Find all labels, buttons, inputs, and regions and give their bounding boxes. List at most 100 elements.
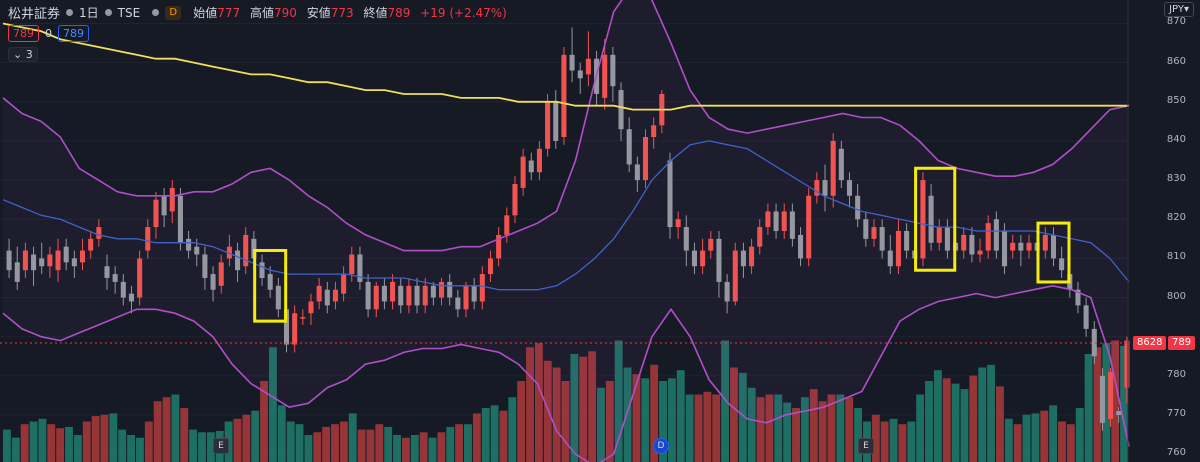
volume-bar — [1049, 405, 1058, 462]
candle-body — [145, 227, 151, 251]
volume-bar — [189, 429, 198, 462]
candle-body — [251, 238, 257, 259]
volume-bar — [508, 397, 517, 462]
volume-bar — [393, 435, 401, 462]
volume-bar — [1075, 408, 1084, 462]
earnings-marker[interactable]: E — [858, 438, 874, 454]
candle-body — [977, 250, 983, 255]
candle-body — [365, 281, 371, 310]
currency-selector[interactable]: JPY▾ — [1164, 2, 1194, 17]
candle-body — [724, 281, 730, 302]
candle-body — [283, 309, 290, 345]
buy-button[interactable]: 789 — [58, 25, 89, 42]
candle-body — [177, 195, 183, 243]
volume-bar — [490, 405, 499, 462]
price-axis-label: 780 — [1166, 368, 1186, 380]
sell-button[interactable]: 789 — [8, 25, 39, 42]
volume-bar — [357, 429, 366, 462]
dividend-marker[interactable]: D — [653, 438, 669, 454]
candle-body — [528, 160, 534, 173]
candlesticks — [6, 27, 1130, 431]
candle-body — [863, 219, 869, 239]
volume-bar — [171, 394, 180, 462]
volume-bar — [933, 370, 942, 462]
candle-body — [553, 101, 559, 141]
volume-bar — [410, 435, 419, 462]
earnings-marker[interactable]: E — [213, 438, 229, 454]
volume-bar — [712, 394, 721, 462]
candle-body — [626, 129, 632, 165]
price-axis-label: 840 — [1166, 133, 1186, 145]
candle-body — [22, 250, 28, 271]
volume-bar — [1102, 343, 1111, 462]
candle-body — [381, 285, 387, 302]
candle-body — [137, 258, 143, 298]
candle-body — [349, 254, 355, 275]
candle-body — [961, 234, 967, 251]
candle-body — [985, 223, 991, 251]
candle-body — [920, 180, 926, 259]
volume-bar — [774, 394, 783, 462]
candle-body — [210, 274, 216, 290]
bollinger-upper-line — [2, 0, 1130, 252]
candle-body — [243, 234, 249, 267]
volume-bar — [91, 416, 100, 462]
volume-bar — [472, 413, 481, 462]
volume-bar — [260, 381, 268, 462]
candle-body — [104, 266, 110, 278]
candle-body — [944, 227, 950, 251]
candle-body — [1059, 258, 1065, 271]
indicators-toggle[interactable]: ⌄ 3 — [8, 47, 38, 62]
volume-bar — [676, 370, 685, 462]
candle-body — [928, 195, 934, 243]
candle-body — [675, 219, 681, 228]
moving-average-25 — [2, 140, 1130, 291]
exchange-label: TSE — [117, 5, 141, 20]
volume-bar — [978, 367, 987, 462]
candle-body — [610, 54, 616, 87]
candle-body — [545, 101, 551, 149]
high-label: 高値 — [249, 6, 274, 20]
volume-bar — [730, 367, 738, 462]
interval-label[interactable]: 1日 — [79, 6, 99, 20]
candle-body — [773, 211, 779, 231]
candle-body — [161, 195, 167, 216]
volume-bar — [428, 437, 437, 462]
volume-bar — [65, 426, 73, 462]
volume-bar — [419, 432, 428, 462]
separator-dot — [66, 9, 74, 16]
candle-body — [259, 262, 265, 278]
candle-body — [789, 211, 795, 239]
candle-body — [1116, 411, 1122, 416]
volume-bar — [800, 397, 809, 462]
candle-body — [430, 285, 436, 298]
volume-bar — [268, 347, 277, 462]
candle-body — [1042, 234, 1048, 251]
open-value: 777 — [217, 6, 241, 20]
candle-body — [186, 238, 192, 251]
candle-body — [855, 195, 861, 220]
volume-bar — [109, 413, 118, 462]
candle-body — [757, 227, 763, 247]
candle-body — [463, 285, 469, 310]
volume-bar — [898, 424, 907, 462]
candle-body — [1018, 242, 1024, 251]
candle-body — [55, 250, 61, 271]
symbol-name[interactable]: 松井証券 — [8, 7, 61, 22]
candle-body — [732, 250, 738, 302]
candle-body — [275, 285, 281, 310]
volume-bar — [1111, 340, 1120, 462]
candle-body — [838, 148, 844, 181]
volume-bar — [827, 394, 836, 462]
volume-bar — [47, 424, 56, 462]
low-value: 773 — [330, 6, 354, 20]
candle-body — [235, 250, 241, 271]
candle-body — [1091, 328, 1097, 357]
volume-bar — [845, 397, 854, 462]
candle-body — [683, 227, 689, 251]
volume-bar — [286, 421, 295, 462]
candle-body — [79, 250, 86, 263]
delayed-data-badge[interactable]: D — [165, 5, 182, 20]
volume-bar — [384, 426, 393, 462]
